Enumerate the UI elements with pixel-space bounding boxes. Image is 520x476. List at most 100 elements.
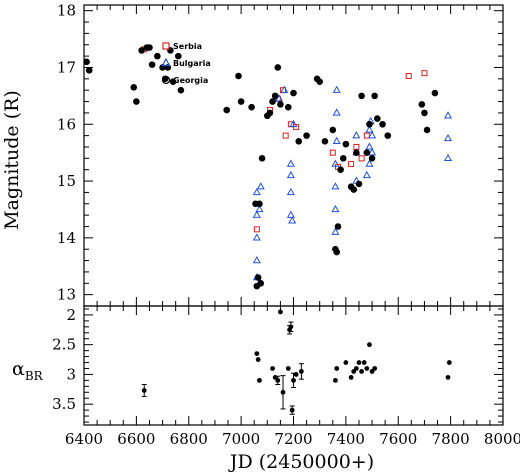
georgia-point	[337, 166, 344, 173]
serbia-point	[363, 132, 370, 139]
georgia-point	[316, 78, 323, 85]
bulgaria-point	[331, 204, 340, 213]
x-tick-label: 6800	[170, 430, 208, 448]
georgia-point	[274, 64, 282, 71]
bulgaria-point	[286, 210, 295, 218]
georgia-point	[174, 52, 182, 60]
bulgaria-point	[332, 85, 341, 93]
bulgaria-point	[368, 131, 377, 139]
alpha-point	[289, 407, 295, 413]
alpha-point	[255, 357, 261, 362]
georgia-point	[363, 149, 371, 156]
georgia-point	[355, 180, 363, 188]
alpha-point	[285, 366, 291, 371]
georgia-point	[358, 92, 365, 100]
georgia-point	[223, 106, 231, 114]
georgia-point	[334, 223, 342, 230]
bulgaria-point	[332, 136, 341, 145]
bulgaria-point	[252, 187, 261, 196]
georgia-point	[371, 92, 378, 100]
bulgaria-point	[286, 159, 295, 167]
bulgaria-point	[331, 227, 340, 235]
georgia-point	[303, 132, 310, 139]
magnitude-y-axis-label: Magnitude (R)	[1, 90, 23, 230]
x-tick-label: 6400	[65, 430, 103, 448]
alpha-point	[291, 377, 296, 383]
georgia-point	[353, 149, 360, 156]
alpha-point	[367, 342, 372, 348]
alpha-point	[343, 360, 349, 365]
alpha-point	[446, 360, 452, 365]
georgia-point	[329, 126, 337, 134]
bulgaria-point	[443, 133, 453, 142]
alpha-panel: 6400 6600 6800 7000 7200 7400 7600 7800 8000 2 2.5…	[52, 305, 520, 448]
georgia-point	[295, 138, 303, 145]
georgia-point	[258, 155, 266, 162]
alpha-point	[298, 369, 304, 374]
legend-label: Bulgaria	[173, 59, 211, 68]
y-tick-label: 15	[57, 172, 76, 190]
magnitude-panel: 13 14 15 16 17 18 Serbia Bulgaria Georgia	[57, 2, 504, 307]
georgia-point	[83, 58, 90, 66]
x-tick-label: 7400	[327, 430, 365, 448]
y-tick-label: 3	[66, 365, 76, 383]
georgia-point	[379, 120, 386, 128]
georgia-point	[321, 138, 329, 145]
alpha-point	[361, 360, 367, 365]
georgia-point	[277, 101, 284, 108]
alpha-point	[275, 377, 281, 383]
georgia-point	[146, 44, 153, 51]
alpha-point	[333, 377, 338, 383]
y-tick-label: 18	[57, 2, 76, 20]
x-tick-label: 7200	[274, 430, 312, 448]
y-tick-label: 2	[66, 306, 76, 324]
georgia-point	[177, 86, 185, 94]
georgia-point	[266, 109, 274, 117]
georgia-point	[256, 200, 263, 208]
bulgaria-point	[443, 153, 453, 162]
georgia-point	[350, 186, 358, 193]
alpha-point	[278, 309, 283, 315]
georgia-point	[138, 47, 145, 54]
georgia-point	[169, 78, 177, 85]
alpha-y-axis-label: αBR	[12, 358, 44, 383]
bulgaria-point	[286, 170, 295, 179]
serbia-point	[421, 70, 428, 77]
y-tick-label: 13	[57, 286, 76, 304]
alpha-point	[445, 375, 451, 380]
alpha-point	[280, 389, 286, 395]
bulgaria-point	[289, 119, 298, 127]
alpha-point	[372, 366, 378, 371]
georgia-point	[342, 140, 350, 148]
legend-serbia-marker	[162, 42, 170, 50]
alpha-point	[364, 366, 370, 371]
serbia-point	[282, 132, 289, 139]
y-tick-label: 16	[57, 115, 76, 133]
georgia-point	[284, 103, 292, 111]
alpha-point	[254, 351, 260, 356]
bulgaria-point	[252, 256, 261, 264]
georgia-point	[133, 98, 140, 105]
bulgaria-point	[286, 187, 295, 196]
x-axis-label: JD (2450000+)	[228, 451, 374, 473]
alpha-point	[353, 366, 359, 371]
bulgaria-point	[365, 125, 374, 133]
georgia-point	[431, 89, 439, 97]
georgia-point	[339, 155, 347, 162]
alpha-frame	[83, 305, 504, 426]
x-tick-label: 6600	[117, 430, 155, 448]
alpha-point	[334, 366, 340, 371]
y-tick-label: 3.5	[52, 395, 76, 413]
georgia-point	[366, 120, 373, 128]
bulgaria-point	[368, 148, 377, 156]
legend-bulgaria-marker	[161, 57, 171, 67]
bulgaria-point	[252, 210, 261, 218]
bulgaria-point	[332, 108, 341, 116]
bulgaria-point	[331, 182, 340, 190]
georgia-point	[257, 279, 265, 287]
bulgaria-point	[255, 204, 264, 213]
georgia-point	[237, 98, 245, 105]
alpha-point	[257, 377, 262, 383]
georgia-point	[374, 115, 381, 122]
